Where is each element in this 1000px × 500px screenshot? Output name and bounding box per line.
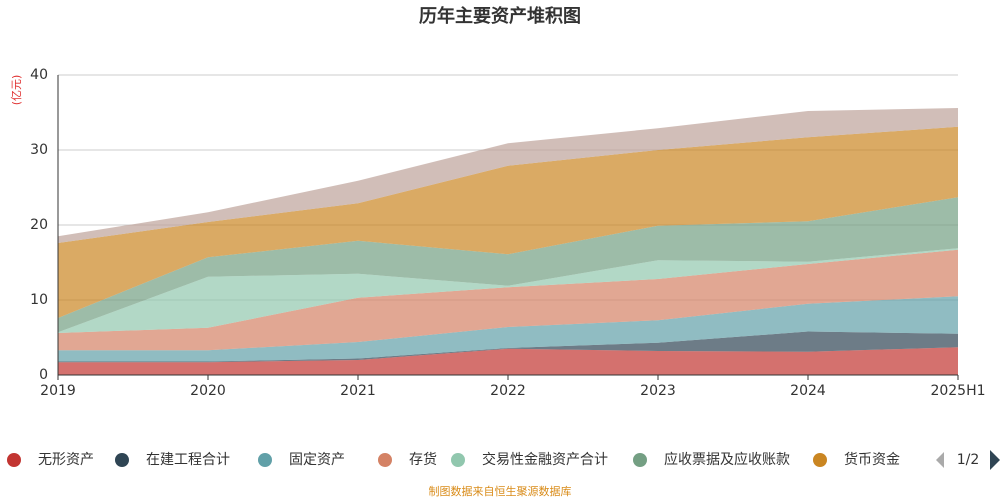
y-tick-label: 30 bbox=[30, 142, 48, 158]
legend-swatch bbox=[451, 453, 465, 467]
x-tick-label: 2023 bbox=[640, 383, 676, 399]
legend-label: 存货 bbox=[409, 451, 437, 468]
legend-swatch bbox=[115, 453, 129, 467]
x-tick-label: 2024 bbox=[790, 383, 826, 399]
legend-label: 在建工程合计 bbox=[146, 452, 230, 468]
chart-title: 历年主要资产堆积图 bbox=[419, 5, 581, 27]
legend-swatch bbox=[7, 453, 21, 467]
legend-swatch bbox=[813, 453, 827, 467]
area bbox=[58, 108, 958, 243]
y-tick-label: 20 bbox=[30, 217, 48, 233]
legend-swatch bbox=[378, 453, 392, 467]
area bbox=[58, 197, 958, 333]
source-note: 制图数据来自恒生聚源数据库 bbox=[429, 484, 572, 498]
area bbox=[58, 126, 958, 318]
area bbox=[58, 296, 958, 362]
legend-page: 1/2 bbox=[957, 452, 980, 468]
legend-label: 无形资产 bbox=[38, 452, 94, 468]
x-tick-label: 2025H1 bbox=[930, 383, 985, 399]
area bbox=[58, 249, 958, 351]
area bbox=[58, 331, 958, 363]
x-tick-label: 2020 bbox=[190, 383, 226, 399]
y-unit: (亿元) bbox=[10, 75, 23, 106]
legend-label: 应收票据及应收账款 bbox=[664, 451, 790, 468]
legend-next[interactable] bbox=[990, 450, 1000, 470]
x-tick-label: 2019 bbox=[40, 383, 76, 399]
x-tick-label: 2022 bbox=[490, 383, 526, 399]
legend-label: 货币资金 bbox=[844, 451, 900, 468]
area bbox=[58, 248, 958, 333]
legend-swatch bbox=[633, 453, 647, 467]
legend-swatch bbox=[258, 453, 272, 467]
legend-label: 固定资产 bbox=[289, 452, 345, 468]
y-tick-label: 0 bbox=[39, 367, 48, 383]
legend-label: 交易性金融资产合计 bbox=[482, 451, 608, 468]
area bbox=[58, 347, 958, 375]
x-tick-label: 2021 bbox=[340, 383, 376, 399]
y-tick-label: 40 bbox=[30, 67, 48, 83]
y-tick-label: 10 bbox=[30, 292, 48, 308]
legend-prev[interactable] bbox=[936, 452, 944, 468]
